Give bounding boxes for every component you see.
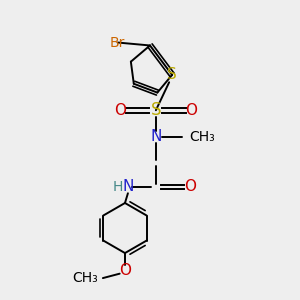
Text: Br: Br — [110, 35, 125, 50]
Text: O: O — [185, 103, 197, 118]
Text: O: O — [184, 179, 196, 194]
Text: S: S — [167, 68, 177, 82]
Text: O: O — [115, 103, 127, 118]
Text: O: O — [119, 263, 131, 278]
Text: S: S — [151, 101, 161, 119]
Text: N: N — [150, 129, 162, 144]
Text: CH₃: CH₃ — [73, 271, 98, 285]
Text: CH₃: CH₃ — [190, 130, 215, 144]
Text: N: N — [122, 179, 134, 194]
Text: H: H — [112, 180, 123, 194]
